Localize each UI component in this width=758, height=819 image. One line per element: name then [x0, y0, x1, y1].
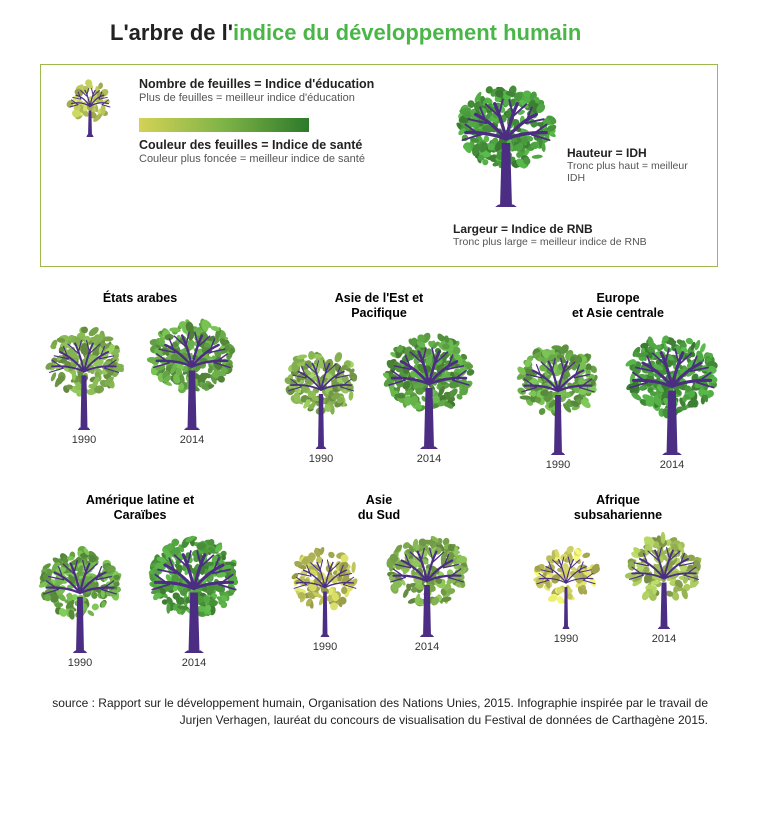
- tree-year: 2014: [182, 657, 206, 669]
- legend-small-tree: [60, 77, 120, 142]
- region: États arabes 1990 2014: [30, 291, 250, 471]
- region-title: Asie du Sud: [269, 493, 489, 523]
- title-prefix: L'arbre de l': [110, 20, 233, 45]
- legend-color-sub: Couleur plus foncée = meilleur indice de…: [139, 153, 439, 165]
- legend-height-sub: Tronc plus haut = meilleur IDH: [567, 160, 688, 184]
- legend-height-block: Hauteur = IDH Tronc plus haut = meilleur…: [567, 146, 703, 184]
- tree-year: 1990: [554, 633, 578, 645]
- tree: 2014: [382, 529, 472, 653]
- tree-year: 1990: [546, 459, 570, 471]
- source-text: source : Rapport sur le développement hu…: [50, 695, 708, 730]
- tree-year: 2014: [417, 453, 441, 465]
- region-title: Asie de l'Est et Pacifique: [269, 291, 489, 321]
- tree-year: 1990: [313, 641, 337, 653]
- region: Amérique latine et Caraïbes 1990 2014: [30, 493, 250, 669]
- tree: 1990: [286, 543, 364, 653]
- legend-gradient: [139, 118, 309, 132]
- tree: 1990: [513, 339, 603, 471]
- tree: 1990: [529, 541, 603, 645]
- tree-year: 2014: [180, 434, 204, 446]
- tree: 2014: [145, 312, 239, 446]
- tree: 2014: [380, 327, 478, 465]
- region-title: Afrique subsaharienne: [508, 493, 728, 523]
- region-title: Amérique latine et Caraïbes: [30, 493, 250, 523]
- tree-year: 2014: [660, 459, 684, 471]
- tree: 2014: [143, 529, 245, 669]
- legend-leaves-head: Nombre de feuilles = Indice d'éducation: [139, 77, 439, 91]
- region-title: États arabes: [30, 291, 250, 306]
- legend-color-head: Couleur des feuilles = Indice de santé: [139, 138, 439, 152]
- tree-year: 1990: [309, 453, 333, 465]
- legend-height-head: Hauteur = IDH: [567, 146, 647, 160]
- tree: 2014: [621, 327, 723, 471]
- tree: 1990: [35, 541, 125, 669]
- tree: 1990: [280, 343, 362, 465]
- tree-year: 2014: [652, 633, 676, 645]
- tree: 2014: [621, 529, 707, 645]
- legend-big-tree: [453, 77, 559, 212]
- page-title: L'arbre de l'indice du développement hum…: [110, 20, 738, 46]
- region: Asie de l'Est et Pacifique 1990 2014: [269, 291, 489, 471]
- region: Asie du Sud 1990 2014: [269, 493, 489, 669]
- title-accent: indice du développement humain: [233, 20, 581, 45]
- tree-year: 1990: [68, 657, 92, 669]
- regions-grid: États arabes 1990 2014Asie de l'Est et P…: [30, 291, 728, 669]
- legend-width-sub: Tronc plus large = meilleur indice de RN…: [453, 236, 647, 248]
- legend-width-head: Largeur = Indice de RNB: [453, 222, 593, 236]
- region: Afrique subsaharienne 1990 2014: [508, 493, 728, 669]
- legend-width-block: Largeur = Indice de RNB Tronc plus large…: [453, 222, 647, 248]
- legend-leaves-sub: Plus de feuilles = meilleur indice d'édu…: [139, 92, 439, 104]
- region-title: Europe et Asie centrale: [508, 291, 728, 321]
- region: Europe et Asie centrale 1990 2014: [508, 291, 728, 471]
- tree: 1990: [41, 322, 127, 446]
- tree-year: 2014: [415, 641, 439, 653]
- legend-box: Nombre de feuilles = Indice d'éducation …: [40, 64, 718, 267]
- tree-year: 1990: [72, 434, 96, 446]
